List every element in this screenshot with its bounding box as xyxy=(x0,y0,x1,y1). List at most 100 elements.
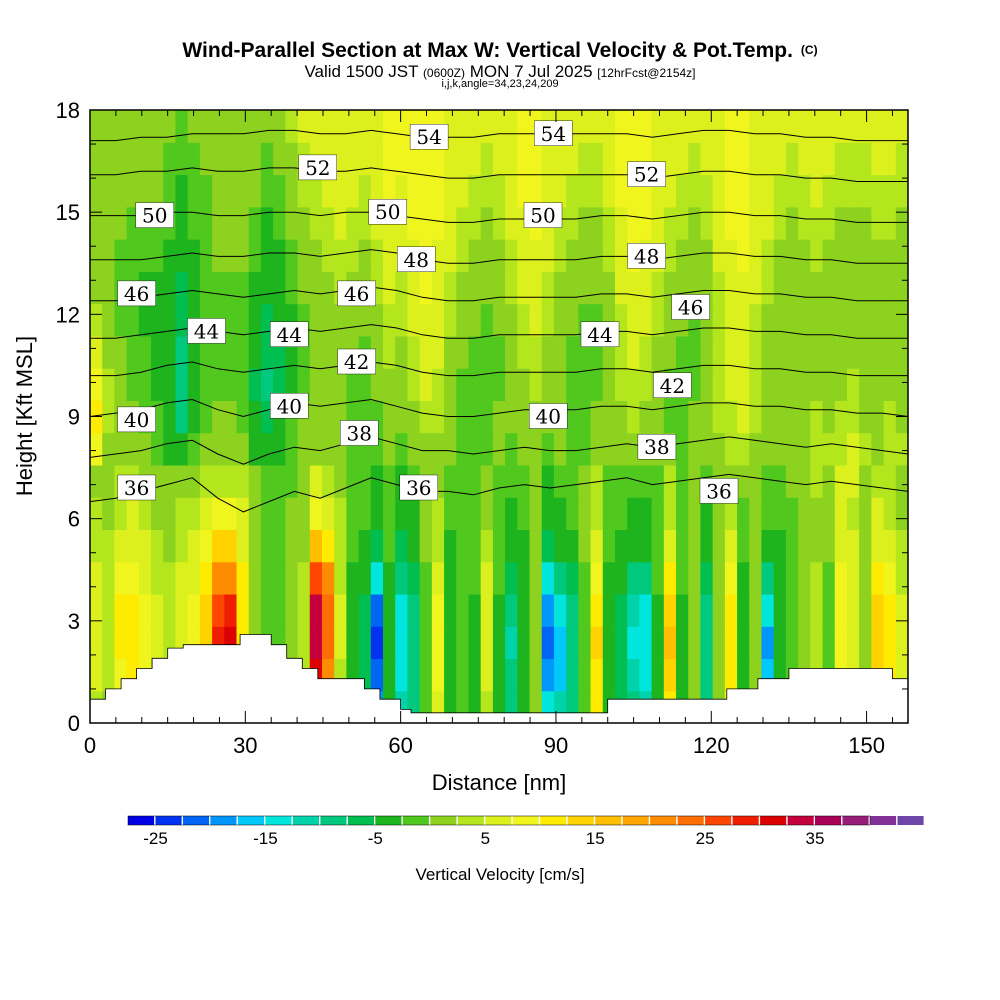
velocity-cell xyxy=(712,335,726,369)
velocity-cell xyxy=(102,174,116,208)
velocity-cell xyxy=(566,206,579,240)
velocity-cell xyxy=(224,271,238,305)
velocity-cell xyxy=(138,368,152,401)
colorbar-swatch xyxy=(897,816,924,825)
velocity-cell xyxy=(260,174,274,208)
velocity-cell xyxy=(871,626,885,660)
velocity-cell xyxy=(602,239,616,272)
velocity-cell xyxy=(663,497,677,531)
velocity-cell xyxy=(541,303,555,337)
contour-label: 54 xyxy=(409,123,449,150)
velocity-cell xyxy=(761,335,775,369)
contour-label-text: 48 xyxy=(634,244,659,268)
velocity-cell xyxy=(126,239,140,272)
contour-label-box xyxy=(637,434,677,460)
velocity-cell xyxy=(676,142,689,176)
velocity-cell xyxy=(199,561,213,595)
velocity-cell xyxy=(773,432,787,466)
velocity-cell xyxy=(810,464,824,498)
velocity-cell xyxy=(395,303,409,337)
velocity-cell xyxy=(663,658,677,692)
velocity-cell xyxy=(724,400,738,434)
velocity-cell xyxy=(602,658,616,692)
velocity-cell xyxy=(370,303,384,337)
velocity-cell xyxy=(444,432,457,466)
velocity-cell xyxy=(492,432,506,466)
velocity-cell xyxy=(224,529,238,563)
velocity-cell xyxy=(541,142,555,176)
velocity-cell xyxy=(456,464,470,498)
velocity-cell xyxy=(737,142,750,176)
velocity-cell xyxy=(407,432,421,466)
velocity-cell xyxy=(126,368,140,401)
velocity-cell xyxy=(688,110,702,143)
velocity-cell xyxy=(492,174,506,208)
colorbar-swatch xyxy=(485,816,512,825)
velocity-cell xyxy=(859,174,872,208)
velocity-cell xyxy=(602,400,616,434)
velocity-cell xyxy=(846,368,860,401)
velocity-cell xyxy=(834,174,848,208)
velocity-cell xyxy=(614,529,628,563)
velocity-cell xyxy=(285,206,299,240)
velocity-cell xyxy=(761,400,775,434)
velocity-cell xyxy=(676,561,689,595)
velocity-cell xyxy=(395,368,409,401)
velocity-cell xyxy=(859,432,872,466)
velocity-cell xyxy=(90,142,103,176)
velocity-cell xyxy=(285,142,299,176)
velocity-cell xyxy=(590,239,604,272)
y-tick-label: 15 xyxy=(56,200,80,225)
velocity-cell xyxy=(810,142,824,176)
velocity-cell xyxy=(773,561,787,595)
velocity-cell xyxy=(895,335,908,369)
colorbar-swatch xyxy=(402,816,429,825)
velocity-cell xyxy=(505,593,518,627)
velocity-cell xyxy=(517,561,531,595)
velocity-cell xyxy=(224,464,238,498)
velocity-cell xyxy=(614,497,628,531)
velocity-cell xyxy=(114,368,128,401)
velocity-cell xyxy=(407,529,421,563)
velocity-cell xyxy=(456,529,470,563)
velocity-cell xyxy=(724,206,738,240)
velocity-cell xyxy=(224,432,238,466)
contour-label-box xyxy=(409,123,449,150)
velocity-cell xyxy=(688,142,702,176)
velocity-cell xyxy=(407,174,421,208)
velocity-cell xyxy=(431,174,445,208)
velocity-cell xyxy=(846,432,860,466)
velocity-cell xyxy=(444,142,457,176)
velocity-cell xyxy=(138,142,152,176)
velocity-cell xyxy=(163,529,177,563)
velocity-cell xyxy=(724,626,738,660)
velocity-cell xyxy=(590,658,604,692)
velocity-cell xyxy=(737,239,750,272)
velocity-cell xyxy=(737,174,750,208)
colorbar-swatch xyxy=(265,816,292,825)
velocity-cell xyxy=(846,206,860,240)
velocity-cell xyxy=(798,142,811,176)
velocity-cell xyxy=(639,271,653,305)
velocity-cell xyxy=(676,174,689,208)
velocity-cell xyxy=(785,142,799,176)
velocity-cell xyxy=(224,335,238,369)
colorbar-swatch xyxy=(430,816,457,825)
velocity-cell xyxy=(321,593,335,627)
velocity-cell xyxy=(212,432,225,466)
velocity-cell xyxy=(773,368,787,401)
theta-contour-46 xyxy=(90,286,908,302)
velocity-cell xyxy=(785,529,799,563)
velocity-cell xyxy=(834,368,848,401)
contour-label-text: 36 xyxy=(124,476,149,500)
contour-label-text: 50 xyxy=(375,200,400,224)
velocity-cell xyxy=(285,239,299,272)
velocity-cell xyxy=(419,497,433,531)
velocity-cell xyxy=(614,400,628,434)
velocity-cell xyxy=(346,368,360,401)
velocity-cell xyxy=(883,626,897,660)
y-tick-label: 0 xyxy=(68,711,80,736)
velocity-cell xyxy=(236,561,250,595)
colorbar-swatch xyxy=(787,816,814,825)
velocity-cell xyxy=(480,497,494,531)
